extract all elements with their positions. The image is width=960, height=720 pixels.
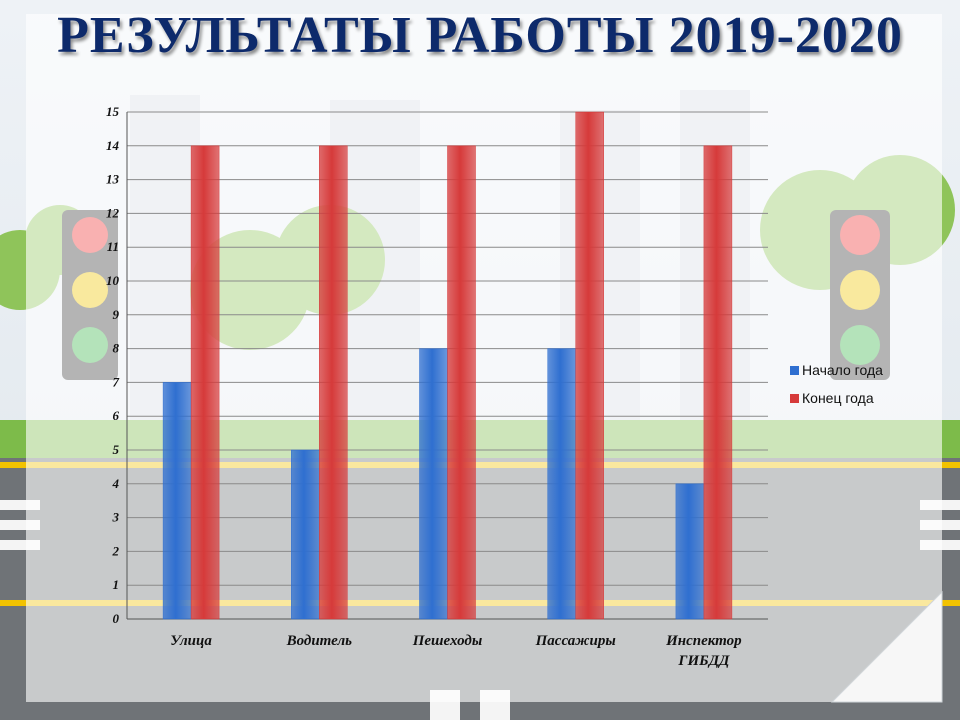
y-tick-label: 14 (106, 138, 120, 153)
y-tick-label: 11 (107, 239, 119, 254)
page-title: РЕЗУЛЬТАТЫ РАБОТЫ 2019-2020 (57, 7, 903, 64)
legend-label: Начало года (802, 362, 883, 378)
y-tick-label: 8 (113, 341, 120, 356)
y-tick-label: 7 (113, 374, 120, 389)
bar-end-4 (703, 145, 733, 620)
bar-start-4 (675, 483, 705, 620)
y-tick-label: 0 (113, 611, 120, 626)
page-curl (830, 590, 943, 703)
x-category-label: Пешеходы (412, 633, 483, 649)
y-tick-label: 9 (113, 307, 120, 322)
bar-end-3 (575, 111, 604, 620)
y-tick-label: 1 (113, 577, 120, 592)
bar-end-1 (319, 145, 348, 620)
x-category-label: ГИБДД (677, 653, 730, 669)
bar-start-0 (162, 382, 192, 620)
x-category-label: Инспектор (665, 633, 742, 649)
x-category-label: Улица (170, 633, 212, 649)
x-category-label: Водитель (286, 633, 353, 649)
bar-start-2 (419, 348, 448, 620)
legend-swatch (790, 366, 799, 375)
y-tick-label: 2 (112, 543, 120, 558)
y-tick-label: 13 (106, 172, 120, 187)
y-tick-label: 6 (113, 408, 120, 423)
y-tick-label: 5 (113, 442, 120, 457)
legend-swatch (790, 394, 799, 403)
bar-end-2 (447, 145, 476, 620)
y-tick-label: 4 (112, 476, 120, 491)
bar-end-0 (190, 145, 220, 620)
bar-start-3 (547, 348, 576, 620)
x-category-label: Пассажиры (535, 633, 616, 649)
y-tick-label: 3 (112, 510, 120, 525)
y-tick-label: 15 (106, 104, 120, 119)
bar-start-1 (291, 449, 320, 620)
y-tick-label: 10 (106, 273, 120, 288)
legend-label: Конец года (802, 390, 874, 406)
y-tick-label: 12 (106, 205, 120, 220)
